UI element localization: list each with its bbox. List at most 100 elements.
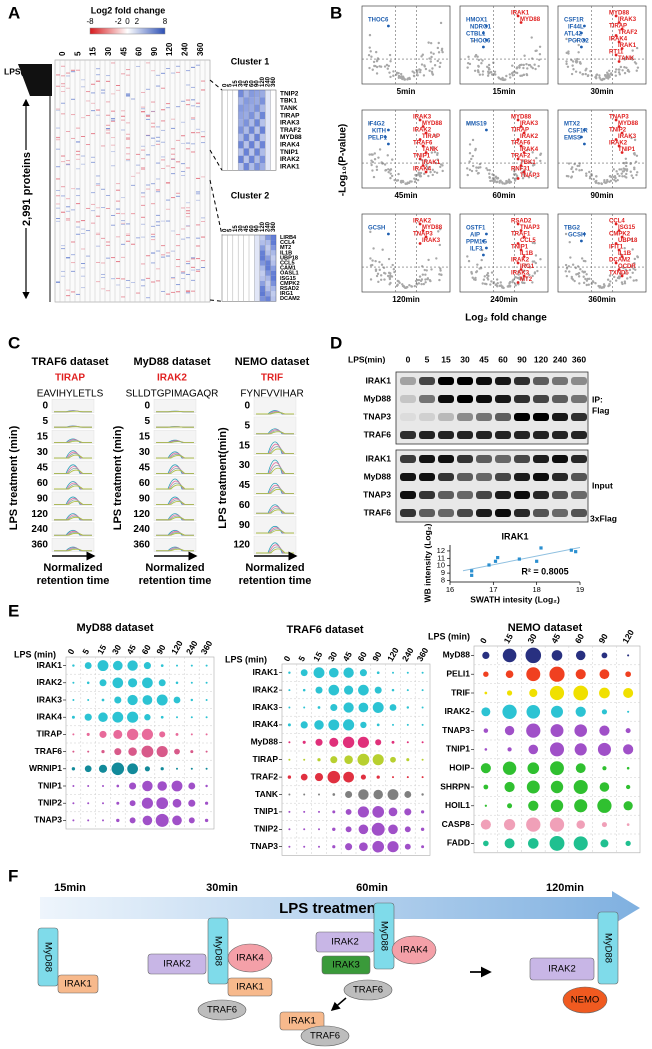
volcano-hit [516, 177, 520, 180]
volcano-point [523, 269, 526, 273]
heatmap-cell [76, 158, 80, 160]
heatmap-cell [106, 208, 110, 210]
heatmap-cell [106, 124, 110, 126]
dot [188, 817, 195, 824]
peptide-label: SLLDTGPIMAGAQR [126, 389, 219, 400]
heatmap-cell [176, 71, 180, 73]
dot [158, 679, 166, 687]
dot [421, 706, 424, 709]
heatmap-cell [156, 189, 160, 191]
cluster-cell [265, 286, 271, 292]
heatmap-cell [81, 79, 85, 81]
dot [375, 739, 382, 746]
volcano-point [465, 167, 469, 170]
heatmap-cell [111, 151, 115, 153]
volcano-point [423, 172, 426, 176]
blot-band [571, 395, 587, 403]
blot-band [438, 377, 454, 385]
time-label: 240 [553, 354, 567, 364]
cluster-cell [265, 155, 271, 163]
cluster-cell [238, 163, 244, 171]
volcano-point [429, 51, 433, 54]
chromatogram [51, 399, 95, 413]
volcano-hit [485, 128, 488, 132]
heatmap-cell [131, 243, 135, 245]
cluster-cell [270, 270, 276, 276]
volcano-point [603, 180, 606, 184]
dot [573, 836, 588, 851]
volcano-point [487, 68, 491, 71]
heatmap-cell [81, 263, 85, 265]
heatmap-cell [141, 223, 145, 225]
volcano-point [631, 49, 634, 52]
volcano-point [586, 74, 590, 78]
volcano-point [577, 275, 581, 278]
chromatogram [153, 522, 197, 537]
volcano-point [424, 67, 428, 71]
volcano-hit [583, 38, 586, 42]
dot [529, 688, 538, 698]
chromatogram-trace [156, 441, 194, 444]
volcano-hit [482, 253, 485, 257]
heatmap-cell [146, 115, 150, 117]
volcano-hit [617, 40, 621, 44]
volcano-point [516, 276, 519, 280]
row-label: HOIP [449, 762, 470, 772]
heatmap-cell [181, 142, 185, 144]
heatmap-cell [146, 62, 150, 64]
gene-label: IRG1 [520, 264, 535, 270]
dot [172, 798, 182, 808]
volcano-point [483, 275, 486, 278]
heatmap-cell [201, 220, 205, 222]
heatmap-cell [156, 214, 160, 216]
gene-label: TRAF2 [618, 30, 638, 36]
chromatogram-trace [54, 454, 92, 459]
volcano-point [628, 268, 632, 272]
volcano-point [390, 275, 394, 278]
chromatogram [253, 436, 297, 455]
blot-band [495, 413, 511, 421]
dot [303, 810, 306, 813]
heatmap-cell [101, 273, 105, 275]
volcano-point [387, 271, 391, 275]
heatmap-cell [186, 212, 190, 214]
heatmap-cell [121, 213, 125, 215]
volcano-point [390, 174, 394, 178]
dot [404, 843, 411, 850]
dot [205, 716, 208, 719]
heatmap-cell [176, 106, 180, 108]
heatmap-cell [96, 109, 100, 111]
heatmap-cell [56, 74, 60, 76]
y-tick-label: 12 [437, 546, 445, 555]
axis-label: -Log₁₀(P-value) [338, 124, 349, 197]
heatmap-cell [196, 269, 200, 271]
volcano-point [524, 263, 527, 266]
heatmap-cell [96, 114, 100, 116]
cluster-cell [259, 291, 266, 297]
time-label: 45 [341, 650, 355, 663]
volcano-point [490, 280, 493, 283]
chromatogram [153, 460, 197, 475]
dot [288, 706, 291, 709]
dot [372, 754, 384, 766]
heatmap-cell [146, 135, 150, 137]
heatmap-cell [176, 195, 180, 197]
heatmap-cell [191, 132, 195, 134]
gene-label: OCDR [618, 264, 636, 270]
volcano-point [623, 282, 627, 285]
gene-label: TBG2 [564, 226, 581, 232]
time-label: 60 [139, 643, 153, 656]
dot [303, 758, 306, 761]
time-label: 0 [144, 401, 150, 412]
volcano-hit [617, 144, 621, 148]
cluster-cell [243, 97, 249, 105]
volcano-point [624, 164, 628, 168]
cluster-cell [254, 141, 260, 149]
volcano-hit [620, 151, 624, 154]
dot [205, 681, 208, 684]
heatmap-cell [191, 118, 195, 120]
row-label: TNIP2 [38, 797, 62, 807]
volcano-point [568, 270, 571, 273]
volcano-point [609, 72, 613, 75]
volcano-hit [522, 255, 526, 258]
